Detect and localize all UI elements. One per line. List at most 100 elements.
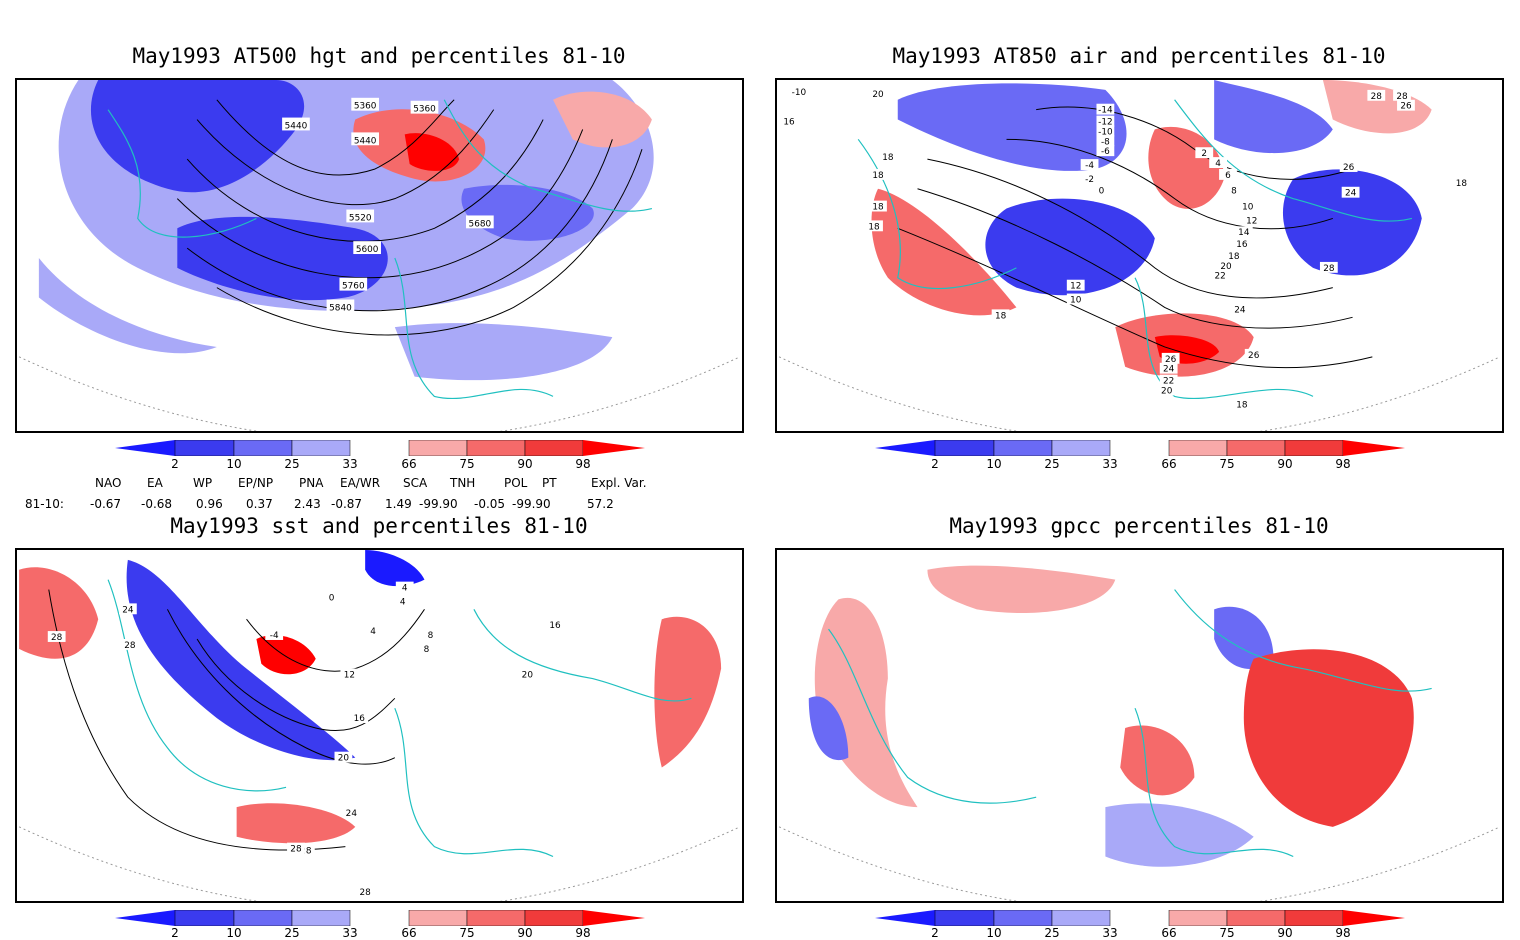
- contour-label: 5520: [349, 213, 372, 223]
- contour-label: 22: [1214, 272, 1225, 282]
- colorbar-tick: 90: [517, 926, 533, 940]
- map-gpcc-svg: [778, 565, 1501, 901]
- contour-label: 20: [1220, 262, 1232, 272]
- contour-label: 18: [1236, 400, 1248, 410]
- contour-label: 16: [783, 117, 795, 127]
- contour-label: 22: [1163, 377, 1174, 387]
- index-value: -0.68: [141, 497, 173, 511]
- colorbar-tick: 10: [986, 457, 1002, 471]
- index-header: PNA: [299, 476, 324, 490]
- colorbar-tick: 98: [1335, 457, 1351, 471]
- colorbar-tick: 75: [459, 926, 475, 940]
- colorbar-sst: [115, 910, 645, 926]
- index-value: -0.67: [90, 497, 122, 511]
- index-header: NAO: [95, 476, 122, 490]
- contour-label: 5440: [354, 136, 377, 146]
- contour-label: 18: [872, 203, 884, 213]
- contour-label: 4: [402, 584, 408, 594]
- colorbar-tick: 75: [459, 457, 475, 471]
- contour-label: 28: [1371, 92, 1383, 102]
- contour-label: 12: [1246, 216, 1257, 226]
- index-value: -0.05: [474, 497, 506, 511]
- index-value: 2.43: [294, 497, 321, 511]
- contour-label: 5440: [285, 121, 308, 131]
- contour-label: 12: [1070, 282, 1081, 292]
- map-panel-hgt500: 5360 5360 5440 5440 5520 5600 5680 5760 …: [15, 78, 744, 433]
- contour-label: 28: [1323, 264, 1335, 274]
- contour-label: 16: [549, 621, 561, 631]
- colorbar-tick: 66: [401, 926, 417, 940]
- index-value: 0.96: [196, 497, 223, 511]
- contour-label: 28: [1396, 92, 1408, 102]
- contour-label: 5840: [329, 303, 352, 313]
- contour-label: 24: [1234, 305, 1246, 315]
- map-hgt500-svg: 5360 5360 5440 5440 5520 5600 5680 5760 …: [18, 80, 741, 431]
- colorbar-tick: 98: [575, 926, 591, 940]
- colorbar-tick: 66: [401, 457, 417, 471]
- contour-label: -6: [1101, 147, 1110, 157]
- contour-label: -8: [1101, 137, 1110, 147]
- colorbar-tick: 75: [1219, 457, 1235, 471]
- contour-label: 5360: [413, 105, 436, 115]
- temperature-contours: [897, 106, 1373, 369]
- contour-label: 20: [522, 671, 534, 681]
- colorbar-tick: 25: [1044, 926, 1060, 940]
- colorbar-tick: 10: [226, 926, 242, 940]
- contour-label: 24: [1163, 365, 1175, 375]
- index-value: -99.90: [512, 497, 551, 511]
- colorbar-tick: 66: [1161, 926, 1177, 940]
- coastlines: [107, 99, 653, 400]
- index-header: EA/WR: [340, 476, 381, 490]
- colorbar-tick: 90: [1277, 457, 1293, 471]
- colorbar-hgt500: [115, 440, 645, 456]
- colorbar-tick: 2: [171, 457, 179, 471]
- contour-label: 18: [872, 171, 884, 181]
- colorbar-tick: 2: [931, 457, 939, 471]
- contour-label: 12: [344, 671, 355, 681]
- colorbar-tick: 2: [171, 926, 179, 940]
- contour-label: 26: [1248, 351, 1260, 361]
- contour-label: 24: [122, 605, 134, 615]
- colorbar-tick: 33: [1102, 457, 1118, 471]
- colorbar-tick: 33: [342, 926, 358, 940]
- colorbar-tick: 33: [1102, 926, 1118, 940]
- index-header: TNH: [450, 476, 476, 490]
- contour-label: 14: [1238, 228, 1250, 238]
- contour-label: 18: [868, 222, 880, 232]
- colorbar-tick: 98: [575, 457, 591, 471]
- index-header: SCA: [403, 476, 428, 490]
- contour-label: 8: [424, 645, 430, 655]
- anomaly-low-core: [126, 559, 356, 761]
- panel-title-hgt500: May1993 AT500 hgt and percentiles 81-10: [132, 44, 626, 68]
- index-header: PT: [542, 476, 557, 490]
- colorbar-tick: 66: [1161, 457, 1177, 471]
- contour-label: -4: [1085, 161, 1094, 171]
- colorbar-tick: 98: [1335, 926, 1351, 940]
- colorbar-tick: 25: [284, 926, 300, 940]
- contour-label: 4: [1215, 159, 1221, 169]
- contour-label: 26: [1400, 102, 1412, 112]
- index-header: POL: [504, 476, 528, 490]
- contour-label: 5360: [354, 102, 377, 112]
- contour-label: 5600: [356, 245, 379, 255]
- contour-label: 10: [1070, 295, 1082, 305]
- contour-label: 24: [346, 809, 358, 819]
- contour-label: 28: [51, 633, 63, 643]
- contour-label: 8: [428, 631, 434, 641]
- map-air850-svg: -10 20161818-14-12-10-8-6-4-2024681012141…: [778, 80, 1501, 431]
- map-panel-air850: -10 20 16 18 18 -14 -12 -10 -8 -6 -4 -2 0 2 4 6 8 10 12 14 1…: [775, 78, 1504, 433]
- index-value: 1.49: [385, 497, 412, 511]
- contour-label: -14: [1098, 106, 1113, 116]
- contour-label: -4: [270, 631, 279, 641]
- contour-label: -10: [792, 88, 807, 98]
- contour-label: 18: [995, 311, 1007, 321]
- index-header: EA: [147, 476, 163, 490]
- colorbar-tick: 25: [284, 457, 300, 471]
- contour-label: 20: [872, 90, 884, 100]
- contour-label: 10: [1242, 203, 1254, 213]
- anomaly-low-core: [985, 198, 1155, 296]
- contour-label: 0: [329, 593, 335, 603]
- contour-label: 2: [1201, 149, 1207, 159]
- contour-labels-1: -10 20161818-14-12-10-8-6-4-2024681012141…: [780, 85, 1471, 410]
